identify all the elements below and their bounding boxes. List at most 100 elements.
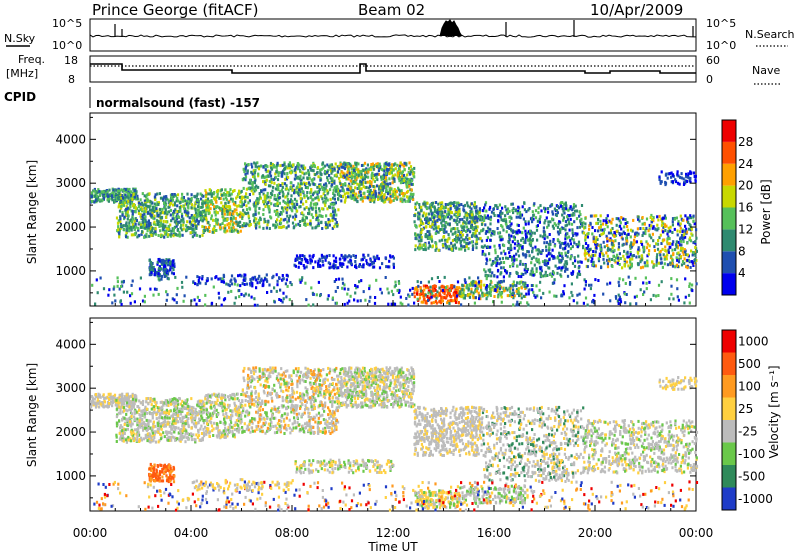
power-data-cell (680, 263, 684, 267)
power-data-cell (395, 196, 398, 200)
power-data-cell (414, 223, 417, 227)
power-data-cell (633, 235, 636, 239)
power-data-cell (584, 242, 588, 245)
power-data-cell (588, 227, 591, 231)
power-data-cell (480, 288, 483, 292)
site-title: Prince George (fitACF) (92, 1, 258, 19)
power-data-cell (435, 226, 438, 230)
power-data-cell (190, 220, 193, 224)
power-data-cell (165, 274, 168, 278)
power-data-cell (130, 193, 133, 197)
power-data-cell (346, 255, 349, 259)
power-data-cell (312, 198, 315, 202)
power-data-cell (617, 217, 620, 221)
power-data-cell (121, 213, 124, 217)
power-data-cell (371, 162, 375, 166)
power-data-cell (690, 227, 693, 231)
power-data-cell (287, 219, 290, 223)
power-data-cell (348, 174, 351, 177)
power-data-cell (254, 209, 257, 213)
power-data-cell (442, 285, 445, 289)
power-data-cell (301, 171, 304, 175)
power-data-cell (577, 266, 580, 270)
power-data-cell (276, 204, 279, 208)
power-data-cell (365, 175, 368, 179)
power-data-cell (114, 197, 117, 201)
power-data-cell (336, 185, 339, 189)
power-data-cell (628, 255, 631, 259)
power-data-cell (160, 211, 163, 214)
power-data-cell (418, 235, 421, 239)
power-data-cell (163, 272, 166, 276)
power-data-cell (408, 161, 411, 165)
power-data-cell (232, 226, 235, 230)
power-data-cell (165, 220, 168, 224)
power-data-cell (298, 256, 301, 260)
power-data-cell (391, 163, 394, 167)
power-data-cell (599, 225, 602, 228)
power-data-cell (164, 205, 167, 208)
power-data-cell (357, 186, 360, 190)
power-data-cell (98, 198, 101, 202)
power-data-cell (330, 163, 333, 167)
power-data-cell (282, 291, 285, 295)
power-data-cell (531, 220, 534, 224)
power-data-cell (611, 233, 615, 237)
power-data-cell (577, 254, 580, 258)
power-data-cell (180, 212, 184, 216)
power-data-cell (348, 171, 351, 175)
power-data-cell (232, 229, 235, 233)
power-data-cell (617, 247, 620, 251)
power-data-cell (475, 237, 478, 241)
power-data-cell (489, 268, 492, 272)
power-data-cell (518, 230, 522, 234)
power-data-cell (600, 266, 603, 270)
power-data-cell (305, 200, 308, 204)
power-data-cell (378, 191, 381, 195)
power-data-cell (126, 195, 129, 199)
power-data-cell (162, 262, 165, 266)
power-data-cell (290, 283, 293, 287)
power-data-cell (365, 185, 368, 189)
power-data-cell (466, 233, 469, 237)
power-data-cell (291, 221, 295, 225)
power-data-cell (510, 246, 513, 250)
power-data-cell (486, 236, 489, 240)
power-data-cell (468, 220, 471, 224)
power-data-cell (690, 232, 693, 236)
power-data-cell (393, 196, 396, 200)
power-data-cell (427, 212, 431, 216)
power-data-cell (275, 163, 279, 167)
power-data-cell (566, 242, 570, 246)
power-data-cell (229, 222, 232, 226)
power-data-cell (394, 193, 397, 197)
power-data-cell (130, 233, 133, 237)
power-data-cell (216, 211, 219, 215)
power-data-cell (117, 205, 120, 209)
power-data-cell (282, 192, 285, 196)
power-data-cell (410, 188, 413, 192)
power-data-cell (150, 200, 153, 204)
power-data-cell (303, 172, 306, 176)
power-data-cell (468, 205, 471, 209)
power-data-cell (126, 235, 129, 239)
power-data-cell (427, 241, 431, 245)
power-data-cell (350, 262, 353, 266)
power-data-cell (165, 261, 168, 265)
power-data-cell (575, 217, 579, 221)
power-data-cell (153, 220, 156, 224)
power-data-cell (421, 214, 424, 218)
power-data-cell (532, 290, 535, 294)
power-data-cell (312, 169, 315, 173)
power-data-cell (552, 255, 555, 259)
power-data-cell (279, 190, 282, 194)
power-data-cell (143, 235, 146, 239)
power-data-cell (305, 194, 308, 198)
power-data-cell (304, 186, 307, 189)
power-data-cell (390, 171, 393, 175)
power-data-cell (564, 206, 568, 210)
power-data-cell (667, 242, 670, 246)
power-data-cell (480, 239, 484, 243)
power-data-cell (572, 206, 575, 209)
power-data-cell (156, 211, 159, 215)
